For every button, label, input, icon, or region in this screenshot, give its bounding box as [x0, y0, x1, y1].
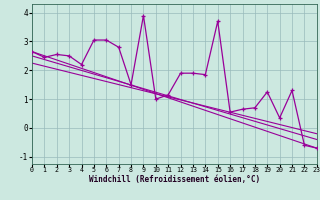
- X-axis label: Windchill (Refroidissement éolien,°C): Windchill (Refroidissement éolien,°C): [89, 175, 260, 184]
